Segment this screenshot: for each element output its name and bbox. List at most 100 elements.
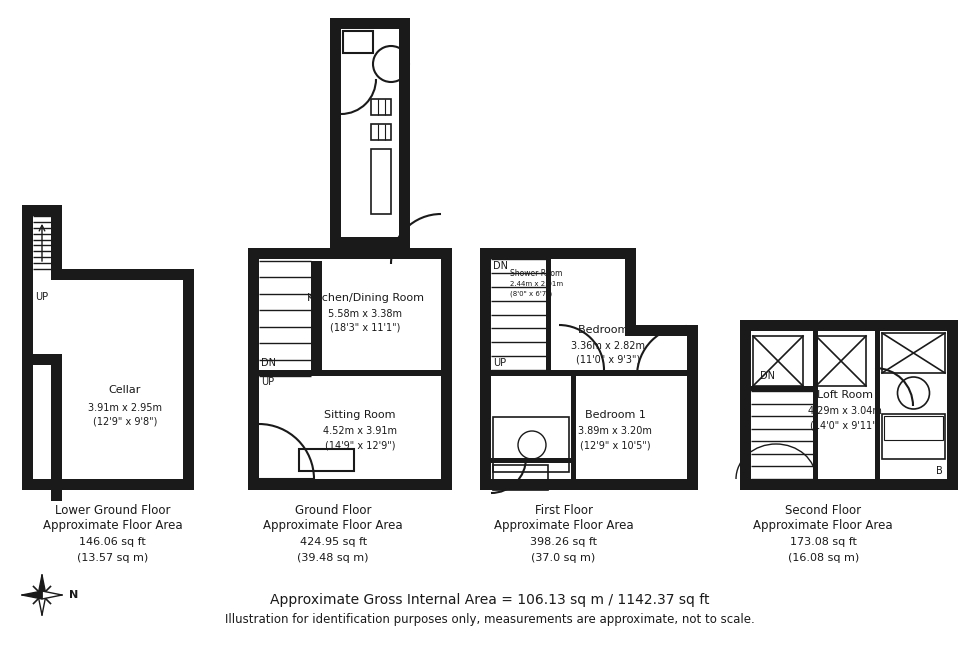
- Bar: [22, 205, 33, 490]
- Bar: [183, 280, 194, 490]
- Bar: [571, 376, 576, 479]
- Bar: [371, 99, 391, 115]
- Text: UP: UP: [493, 358, 506, 368]
- Text: 5.58m x 3.38m: 5.58m x 3.38m: [328, 309, 402, 319]
- Text: Approximate Floor Area: Approximate Floor Area: [264, 520, 403, 532]
- Text: 173.08 sq ft: 173.08 sq ft: [790, 537, 857, 547]
- Bar: [371, 124, 391, 140]
- Text: UP: UP: [35, 292, 48, 302]
- Polygon shape: [38, 575, 46, 595]
- Bar: [248, 248, 259, 490]
- Bar: [491, 370, 687, 376]
- Bar: [22, 205, 33, 365]
- Bar: [51, 365, 62, 501]
- Bar: [330, 237, 410, 248]
- Text: (16.08 sq m): (16.08 sq m): [788, 553, 858, 563]
- Text: Approximate Floor Area: Approximate Floor Area: [43, 520, 182, 532]
- Text: 398.26 sq ft: 398.26 sq ft: [530, 537, 597, 547]
- Text: DN: DN: [760, 371, 775, 381]
- Bar: [311, 261, 322, 376]
- Bar: [480, 248, 636, 259]
- Bar: [740, 320, 958, 331]
- Text: Lower Ground Floor: Lower Ground Floor: [55, 503, 171, 517]
- Bar: [882, 414, 945, 459]
- Text: 4.52m x 3.91m: 4.52m x 3.91m: [323, 426, 397, 436]
- Text: (39.48 sq m): (39.48 sq m): [298, 553, 368, 563]
- Bar: [343, 31, 373, 53]
- Bar: [248, 248, 452, 259]
- Bar: [22, 479, 194, 490]
- Bar: [51, 205, 62, 280]
- Bar: [259, 370, 441, 376]
- Bar: [753, 336, 803, 386]
- Text: N: N: [69, 590, 78, 600]
- Bar: [740, 320, 751, 490]
- Bar: [62, 269, 194, 280]
- Text: Sitting Room: Sitting Room: [324, 410, 396, 420]
- Bar: [299, 449, 354, 471]
- Text: Approximate Floor Area: Approximate Floor Area: [754, 520, 893, 532]
- Text: (13.57 sq m): (13.57 sq m): [77, 553, 148, 563]
- Bar: [22, 354, 62, 365]
- Text: (8'0" x 6'7"): (8'0" x 6'7"): [510, 291, 552, 297]
- Bar: [399, 248, 452, 259]
- Bar: [248, 248, 330, 259]
- Bar: [480, 248, 491, 490]
- Text: B: B: [936, 466, 943, 476]
- Text: DN: DN: [493, 261, 508, 271]
- Text: 424.95 sq ft: 424.95 sq ft: [300, 537, 367, 547]
- Text: Shower Room: Shower Room: [510, 268, 563, 278]
- Bar: [441, 248, 452, 490]
- Bar: [22, 205, 62, 216]
- Text: Approximate Floor Area: Approximate Floor Area: [494, 520, 633, 532]
- Text: 3.91m x 2.95m: 3.91m x 2.95m: [88, 403, 162, 413]
- Text: Loft Room: Loft Room: [817, 390, 873, 400]
- Bar: [816, 336, 866, 386]
- Polygon shape: [42, 591, 62, 599]
- Text: First Floor: First Floor: [534, 503, 593, 517]
- Text: (18'3" x 11'1"): (18'3" x 11'1"): [330, 323, 400, 333]
- Bar: [884, 416, 943, 440]
- Text: Bedroom 1: Bedroom 1: [584, 410, 646, 420]
- Text: 3.89m x 3.20m: 3.89m x 3.20m: [578, 426, 652, 436]
- Text: Illustration for identification purposes only, measurements are approximate, not: Illustration for identification purposes…: [225, 614, 755, 626]
- Polygon shape: [38, 595, 46, 615]
- Bar: [493, 465, 548, 490]
- Text: (12'9" x 9'8"): (12'9" x 9'8"): [93, 417, 157, 427]
- Bar: [371, 149, 391, 214]
- Bar: [882, 333, 945, 373]
- Text: Kitchen/Dining Room: Kitchen/Dining Room: [307, 293, 423, 303]
- Text: 3.36m x 2.82m: 3.36m x 2.82m: [571, 341, 645, 351]
- Text: Cellar: Cellar: [109, 385, 141, 395]
- Text: (14'0" x 9'11"): (14'0" x 9'11"): [809, 420, 880, 430]
- Text: (11'0" x 9'3"): (11'0" x 9'3"): [576, 355, 640, 365]
- Bar: [330, 18, 341, 248]
- Bar: [625, 325, 698, 336]
- Text: DN: DN: [261, 358, 276, 368]
- Bar: [546, 259, 551, 370]
- Bar: [491, 458, 571, 463]
- Bar: [751, 386, 813, 391]
- Text: (12'9" x 10'5"): (12'9" x 10'5"): [580, 440, 651, 450]
- Text: 146.06 sq ft: 146.06 sq ft: [79, 537, 146, 547]
- Bar: [399, 18, 410, 248]
- Bar: [480, 479, 698, 490]
- Bar: [740, 479, 958, 490]
- Bar: [330, 18, 410, 29]
- Text: UP: UP: [261, 377, 274, 387]
- Bar: [947, 320, 958, 490]
- Bar: [875, 331, 880, 479]
- Text: Approximate Gross Internal Area = 106.13 sq m / 1142.37 sq ft: Approximate Gross Internal Area = 106.13…: [270, 593, 710, 607]
- Polygon shape: [22, 591, 42, 599]
- Bar: [687, 325, 698, 490]
- Text: 4.29m x 3.04m: 4.29m x 3.04m: [808, 406, 882, 416]
- Text: (14'9" x 12'9"): (14'9" x 12'9"): [324, 440, 395, 450]
- Bar: [813, 331, 818, 479]
- Text: Ground Floor: Ground Floor: [295, 503, 371, 517]
- Bar: [248, 479, 452, 490]
- Text: Second Floor: Second Floor: [785, 503, 861, 517]
- Text: (37.0 sq m): (37.0 sq m): [531, 553, 596, 563]
- Text: Bedroom 2: Bedroom 2: [577, 325, 639, 335]
- Text: 2.44m x 2.01m: 2.44m x 2.01m: [510, 281, 564, 287]
- Bar: [493, 417, 569, 472]
